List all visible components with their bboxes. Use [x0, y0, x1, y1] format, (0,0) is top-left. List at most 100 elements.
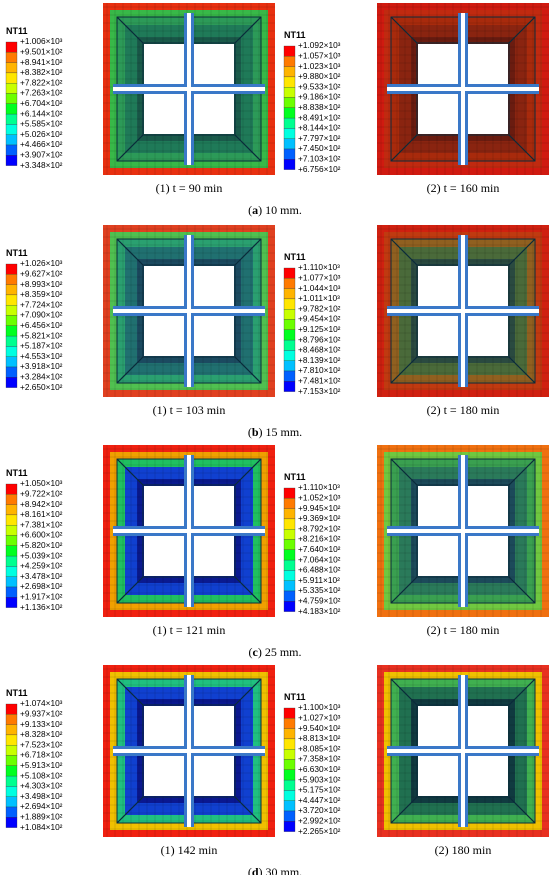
legend-swatch — [283, 319, 296, 330]
edge-line — [234, 16, 262, 44]
contour-plot — [103, 665, 275, 837]
legend-label: +2.265×10² — [298, 826, 341, 836]
panel-caption: (1) t = 121 min — [153, 623, 226, 637]
legend-label: +1.044×10³ — [298, 283, 341, 293]
opening — [144, 266, 184, 306]
legend-label: +8.144×10² — [298, 123, 341, 133]
opening — [144, 706, 184, 746]
caption-part: ) 15 mm. — [259, 425, 303, 439]
legend-label: +7.822×10² — [20, 77, 63, 87]
legend-swatch — [283, 487, 296, 499]
opening — [418, 706, 458, 746]
opening — [468, 756, 508, 796]
legend-label: +4.466×10² — [20, 139, 63, 149]
legend-label: +7.263×10² — [20, 88, 63, 98]
group-caption: (d) 30 mm. — [248, 865, 302, 875]
edge-line — [508, 458, 536, 486]
beam-gap — [187, 13, 191, 165]
legend-label: +4.553×10² — [20, 351, 63, 361]
legend-swatch — [283, 790, 296, 801]
opening — [418, 316, 458, 356]
legend-label: +4.259×10² — [20, 561, 63, 571]
legend-label: +3.478×10² — [20, 571, 63, 581]
legend-label: +4.447×10² — [298, 795, 341, 805]
legend-swatch — [283, 800, 296, 812]
edge-line — [390, 576, 418, 604]
legend-label: +9.501×10² — [20, 46, 63, 56]
panel-caption: (1) t = 90 min — [156, 181, 223, 195]
edge-line — [390, 16, 418, 44]
legend-label: +5.820×10² — [20, 540, 63, 550]
edge-line — [390, 796, 418, 824]
legend-swatch — [283, 159, 296, 170]
legend-swatch — [283, 518, 296, 530]
legend-label: +1.889×10² — [20, 811, 63, 821]
legend-swatch — [283, 707, 296, 719]
contour-plot — [377, 225, 549, 397]
panel-caption: (1) t = 103 min — [153, 403, 226, 417]
legend-swatch — [283, 590, 296, 602]
legend-title: NT11 — [284, 30, 306, 40]
legend-swatch — [283, 749, 296, 760]
legend-swatch — [283, 360, 296, 372]
legend-label: +9.133×10² — [20, 719, 63, 729]
legend-label: +1.052×10³ — [298, 492, 341, 502]
legend-label: +6.718×10² — [20, 750, 63, 760]
legend-swatch — [283, 769, 296, 781]
caption-part: ) 30 mm. — [259, 865, 303, 875]
contour-plot — [103, 3, 275, 175]
opening — [468, 536, 508, 576]
legend-swatch — [283, 570, 296, 581]
legend-swatch — [5, 745, 18, 756]
legend-title: NT11 — [284, 692, 306, 702]
legend-swatch — [5, 315, 18, 326]
edge-line — [116, 238, 144, 266]
legend-swatch — [5, 52, 18, 63]
legend-swatch — [283, 350, 296, 361]
legend-swatch — [5, 535, 18, 546]
legend-label: +2.992×10² — [298, 815, 341, 825]
legend-label: +8.359×10² — [20, 289, 63, 299]
edge-line — [116, 16, 144, 44]
edge-line — [508, 238, 536, 266]
legend-label: +8.838×10² — [298, 102, 341, 112]
legend-swatch — [5, 525, 18, 536]
legend-label: +5.187×10² — [20, 341, 63, 351]
legend-swatch — [5, 786, 18, 797]
opening — [194, 706, 234, 746]
edge-line — [234, 576, 262, 604]
legend-swatch — [5, 356, 18, 368]
legend-swatch — [5, 274, 18, 285]
legend-label: +7.640×10² — [298, 544, 341, 554]
legend-label: +9.627×10² — [20, 268, 63, 278]
opening — [468, 266, 508, 306]
legend-swatch — [283, 267, 296, 279]
legend-label: +4.303×10² — [20, 781, 63, 791]
legend-swatch — [5, 724, 18, 736]
group-caption: (b) 15 mm. — [248, 425, 302, 439]
caption-part: ) 10 mm. — [258, 203, 302, 217]
opening — [144, 536, 184, 576]
legend-swatch — [283, 601, 296, 612]
legend-label: +5.039×10² — [20, 550, 63, 560]
legend-label: +7.064×10² — [298, 554, 341, 564]
edge-line — [116, 576, 144, 604]
legend-label: +1.011×10³ — [298, 293, 340, 303]
legend-title: NT11 — [6, 468, 28, 478]
panel-caption: (2) t = 180 min — [427, 403, 500, 417]
legend-label: +8.382×10² — [20, 67, 63, 77]
opening — [194, 266, 234, 306]
legend-label: +6.600×10² — [20, 530, 63, 540]
legend-label: +5.026×10² — [20, 129, 63, 139]
legend-label: +8.792×10² — [298, 523, 341, 533]
legend-swatch — [5, 514, 18, 526]
legend-label: +9.880×10² — [298, 71, 341, 81]
contour-plot — [377, 445, 549, 617]
legend-swatch — [283, 288, 296, 300]
legend-swatch — [5, 566, 18, 577]
legend-label: +6.756×10² — [298, 164, 341, 174]
edge-line — [116, 458, 144, 486]
legend-swatch — [283, 728, 296, 740]
legend-swatch — [5, 576, 18, 588]
opening — [194, 486, 234, 526]
